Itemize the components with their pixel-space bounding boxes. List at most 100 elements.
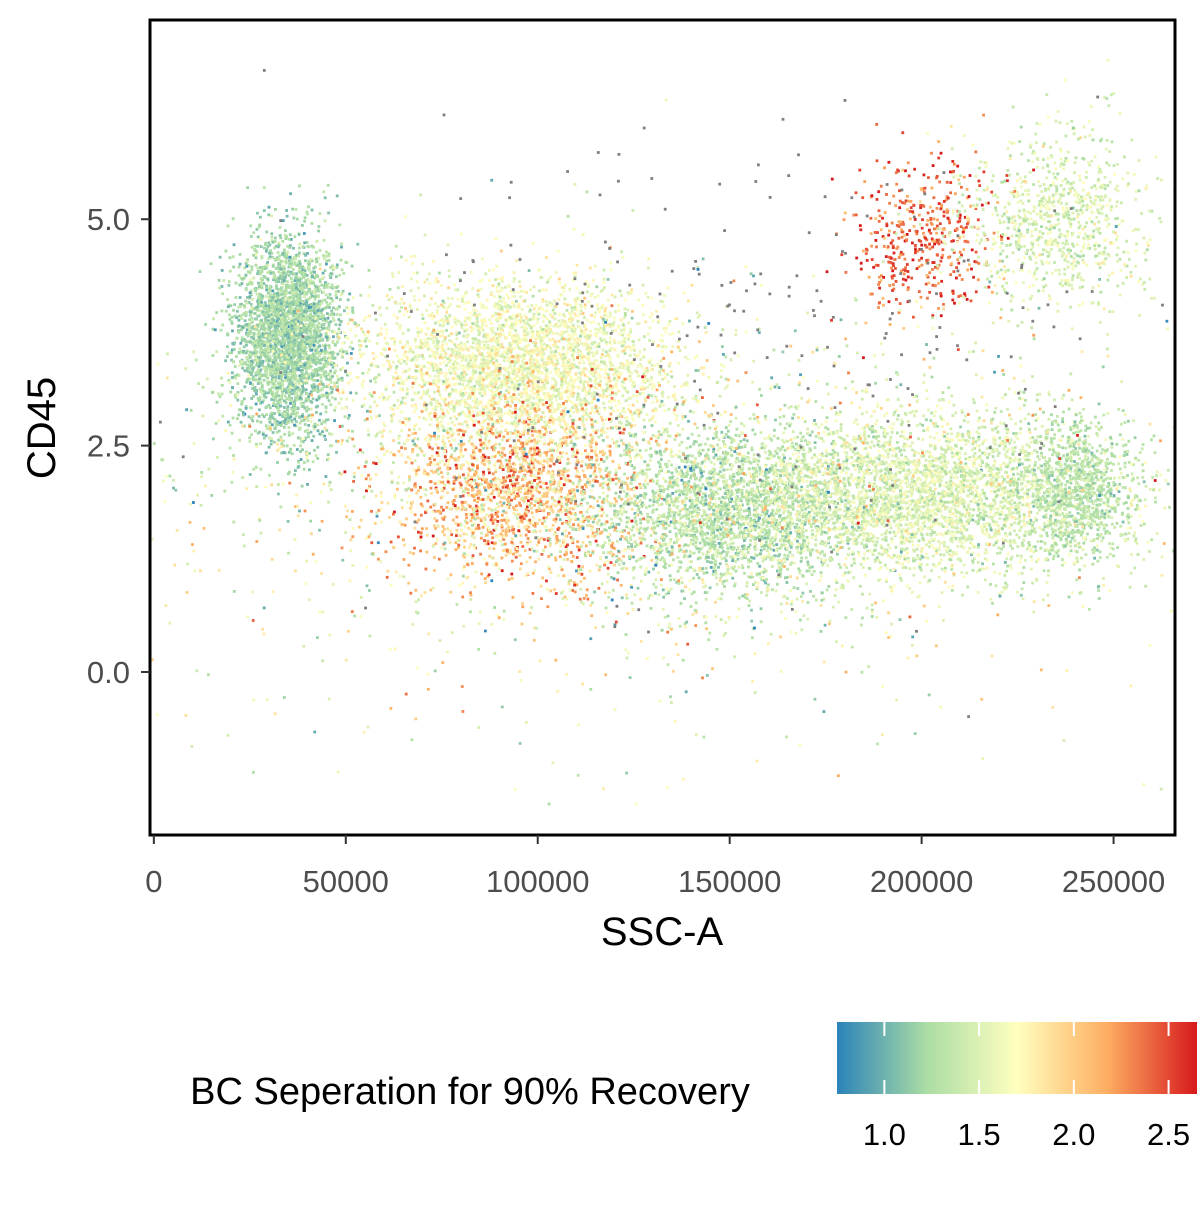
data-point bbox=[386, 294, 389, 297]
data-point bbox=[642, 355, 646, 359]
data-point bbox=[489, 354, 493, 358]
data-point bbox=[275, 403, 278, 407]
data-point bbox=[315, 318, 319, 322]
data-point bbox=[361, 372, 365, 375]
data-point bbox=[271, 349, 275, 353]
data-point bbox=[424, 418, 428, 422]
data-point bbox=[305, 210, 309, 214]
data-point bbox=[300, 357, 304, 360]
data-point bbox=[652, 385, 655, 389]
data-point bbox=[632, 343, 636, 347]
data-point bbox=[489, 359, 492, 363]
data-point bbox=[306, 459, 310, 463]
data-point bbox=[528, 318, 532, 321]
data-point bbox=[279, 319, 283, 323]
data-point bbox=[292, 246, 295, 250]
data-point bbox=[309, 390, 313, 394]
data-point bbox=[307, 309, 311, 313]
data-point bbox=[285, 270, 289, 274]
data-point bbox=[306, 212, 309, 216]
data-point bbox=[399, 376, 402, 380]
data-point bbox=[307, 265, 311, 269]
data-point bbox=[277, 423, 280, 426]
data-point bbox=[328, 296, 331, 300]
data-point bbox=[548, 362, 551, 366]
data-point bbox=[264, 241, 267, 245]
data-point bbox=[340, 242, 343, 246]
data-point bbox=[258, 323, 261, 326]
data-point bbox=[323, 196, 327, 200]
data-point bbox=[300, 284, 304, 288]
data-point bbox=[288, 449, 292, 453]
data-point bbox=[286, 280, 289, 283]
data-point bbox=[388, 430, 392, 433]
data-point bbox=[570, 439, 573, 443]
data-point bbox=[327, 313, 331, 317]
data-point bbox=[299, 444, 302, 448]
data-point bbox=[281, 305, 284, 309]
data-point bbox=[274, 335, 277, 338]
data-point bbox=[565, 444, 569, 447]
data-point bbox=[597, 412, 601, 416]
data-point bbox=[368, 285, 372, 289]
data-point bbox=[230, 358, 233, 362]
data-point bbox=[575, 398, 579, 402]
data-point bbox=[620, 328, 623, 332]
data-point bbox=[485, 377, 488, 381]
data-point bbox=[273, 297, 277, 301]
data-point bbox=[298, 437, 302, 440]
data-point bbox=[267, 321, 271, 324]
data-point bbox=[226, 333, 230, 337]
data-point bbox=[244, 351, 248, 355]
data-point bbox=[307, 306, 311, 310]
data-point bbox=[249, 303, 253, 306]
data-point bbox=[463, 319, 467, 323]
data-point bbox=[609, 363, 612, 366]
data-point bbox=[257, 356, 260, 359]
data-point bbox=[270, 235, 274, 239]
data-point bbox=[287, 347, 291, 351]
data-point bbox=[295, 448, 299, 451]
data-point bbox=[272, 398, 276, 402]
data-point bbox=[301, 352, 304, 356]
data-point bbox=[441, 334, 445, 337]
data-point bbox=[310, 400, 314, 404]
data-point bbox=[284, 352, 287, 356]
data-point bbox=[310, 290, 314, 293]
data-point bbox=[257, 314, 261, 318]
data-point bbox=[248, 310, 252, 314]
data-point bbox=[636, 322, 639, 326]
data-point bbox=[305, 241, 309, 244]
data-point bbox=[319, 361, 322, 365]
data-point bbox=[543, 415, 546, 419]
data-point bbox=[344, 260, 348, 264]
data-point bbox=[318, 263, 322, 267]
data-point bbox=[333, 371, 336, 375]
data-point bbox=[311, 384, 314, 388]
data-point bbox=[256, 272, 259, 276]
data-point bbox=[231, 386, 234, 389]
data-point bbox=[325, 396, 329, 400]
data-point bbox=[534, 304, 538, 307]
data-point bbox=[227, 379, 231, 382]
data-point bbox=[301, 282, 304, 286]
data-point bbox=[305, 318, 309, 322]
data-point bbox=[260, 363, 264, 367]
data-point bbox=[330, 432, 334, 436]
data-point bbox=[262, 275, 266, 278]
data-point bbox=[255, 317, 258, 321]
data-point bbox=[230, 320, 234, 324]
data-point bbox=[549, 387, 553, 391]
data-point bbox=[300, 309, 304, 313]
data-point bbox=[561, 382, 564, 386]
data-point bbox=[324, 438, 327, 441]
data-point bbox=[328, 346, 331, 350]
data-point bbox=[233, 303, 237, 306]
data-point bbox=[261, 389, 265, 392]
data-point bbox=[316, 429, 320, 433]
data-point bbox=[313, 319, 317, 323]
data-point bbox=[329, 377, 333, 381]
data-point bbox=[259, 334, 263, 337]
data-point bbox=[290, 348, 293, 352]
data-point bbox=[406, 358, 409, 362]
